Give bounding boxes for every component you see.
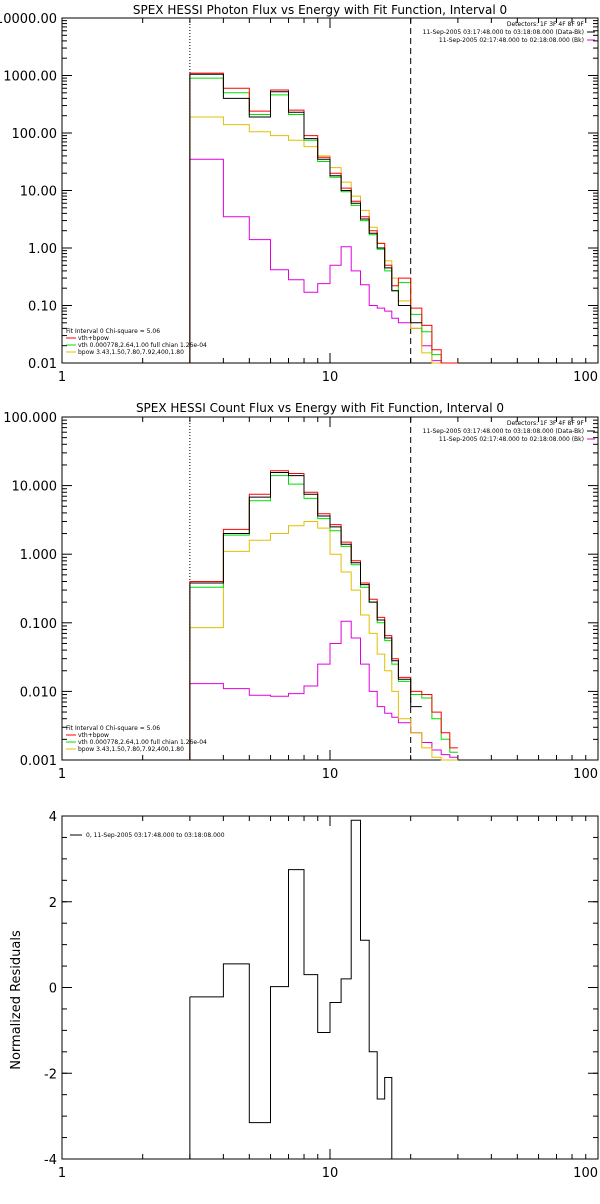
y-tick-label: 0.010	[20, 685, 57, 700]
background-spectrum-series	[189, 158, 458, 364]
x-tick-label: 1	[58, 767, 66, 782]
data-series	[189, 73, 422, 363]
legend-text: Fit Interval 0 Chi-square = 5.06	[66, 725, 160, 732]
legend-text: vth 0.000778,2.64,1.00 full chian 1.26e-…	[78, 342, 207, 349]
background-spectrum-series	[189, 620, 458, 760]
x-tick-label: 100	[573, 370, 598, 385]
interval-info-text: 11-Sep-2005 02:17:48.000 to 02:18:08.000…	[439, 436, 584, 443]
y-tick-label: 4	[49, 810, 57, 825]
x-tick-label: 10	[322, 1166, 339, 1181]
chart-title: SPEX HESSI Photon Flux vs Energy with Fi…	[133, 3, 507, 17]
vth-series	[189, 475, 458, 760]
data-series	[189, 472, 422, 760]
x-tick-label: 100	[573, 767, 598, 782]
plot-frame	[61, 416, 599, 761]
y-tick-label: 0.001	[20, 754, 57, 769]
y-tick-label: 0.100	[20, 617, 57, 632]
interval-info-text: Detectors: 1F 3F 4F 8F 9F	[507, 420, 585, 427]
total-series	[189, 470, 458, 760]
data-series	[189, 819, 411, 1160]
residuals-panel: Normalized Residuals 1 10 100 4 2 0 -2 -4 0, 11-…	[9, 810, 599, 1181]
y-tick-label: 10000.00	[0, 12, 57, 27]
y-tick-label: 100.000	[3, 411, 57, 426]
chart-title: SPEX HESSI Count Flux vs Energy with Fit…	[136, 401, 504, 415]
y-tick-label: 10.00	[20, 185, 57, 200]
y-axis-label: Normalized Residuals	[9, 930, 24, 1070]
interval-info-text: Detectors: 1F 3F 4F 8F 9F	[507, 21, 585, 28]
legend-text: vth+bpow	[78, 732, 109, 739]
y-tick-label: 100.00	[12, 127, 58, 142]
y-tick-label: 1.000	[20, 548, 57, 563]
y-tick-label: -4	[44, 1153, 57, 1168]
legend-text: vth 0.000778,2.64,1.00 full chian 1.26e-…	[78, 739, 207, 746]
interval-info-text: 11-Sep-2005 03:17:48.000 to 03:18:08.000…	[423, 428, 584, 435]
y-tick-label: -2	[44, 1067, 57, 1082]
x-tick-label: 1	[58, 1166, 66, 1181]
plot-frame	[61, 17, 599, 364]
y-tick-label: 1.00	[28, 242, 57, 257]
legend-text: Fit Interval 0 Chi-square = 5.06	[66, 328, 160, 335]
photon-flux-panel: SPEX HESSI Photon Flux vs Energy with Fi…	[0, 3, 599, 385]
legend-text: bpow 3.43,1.50,7.80,7.92,400,1.80	[78, 349, 184, 356]
interval-info-text: 11-Sep-2005 03:17:48.000 to 03:18:08.000…	[423, 29, 584, 36]
y-tick-label: 0	[49, 982, 57, 997]
total-series	[189, 72, 458, 364]
legend-text: vth+bpow	[78, 335, 109, 342]
plot-frame	[61, 815, 599, 1160]
legend-text: 0, 11-Sep-2005 03:17:48.000 to 03:18:08.…	[86, 832, 225, 839]
y-tick-label: 2	[49, 896, 57, 911]
y-tick-label: 10.000	[12, 480, 58, 495]
count-flux-panel: SPEX HESSI Count Flux vs Energy with Fit…	[3, 401, 599, 782]
x-tick-label: 10	[322, 767, 339, 782]
interval-info-text: 11-Sep-2005 02:17:48.000 to 02:18:08.000…	[439, 37, 584, 44]
x-tick-label: 1	[58, 370, 66, 385]
y-tick-label: 0.01	[28, 357, 57, 372]
y-tick-label: 0.10	[28, 300, 57, 315]
x-tick-label: 100	[573, 1166, 598, 1181]
bpow-series	[189, 116, 458, 364]
bpow-series	[189, 521, 458, 761]
x-tick-label: 10	[322, 370, 339, 385]
y-tick-label: 1000.00	[3, 70, 57, 85]
legend-text: bpow 3.43,1.50,7.80,7.92,400,1.80	[78, 746, 184, 753]
vth-series	[189, 77, 458, 364]
